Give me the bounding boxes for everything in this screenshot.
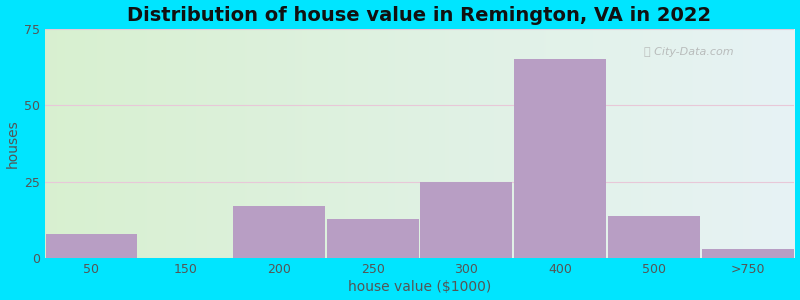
- Bar: [233, 206, 325, 258]
- Bar: [326, 219, 418, 258]
- Bar: [702, 249, 794, 258]
- Bar: [514, 59, 606, 258]
- Bar: [46, 234, 138, 258]
- Bar: [421, 182, 512, 258]
- X-axis label: house value ($1000): house value ($1000): [348, 280, 491, 294]
- Y-axis label: houses: houses: [6, 119, 19, 168]
- Title: Distribution of house value in Remington, VA in 2022: Distribution of house value in Remington…: [127, 6, 711, 25]
- Text: ⓒ City-Data.com: ⓒ City-Data.com: [645, 47, 734, 57]
- Bar: [608, 216, 700, 258]
